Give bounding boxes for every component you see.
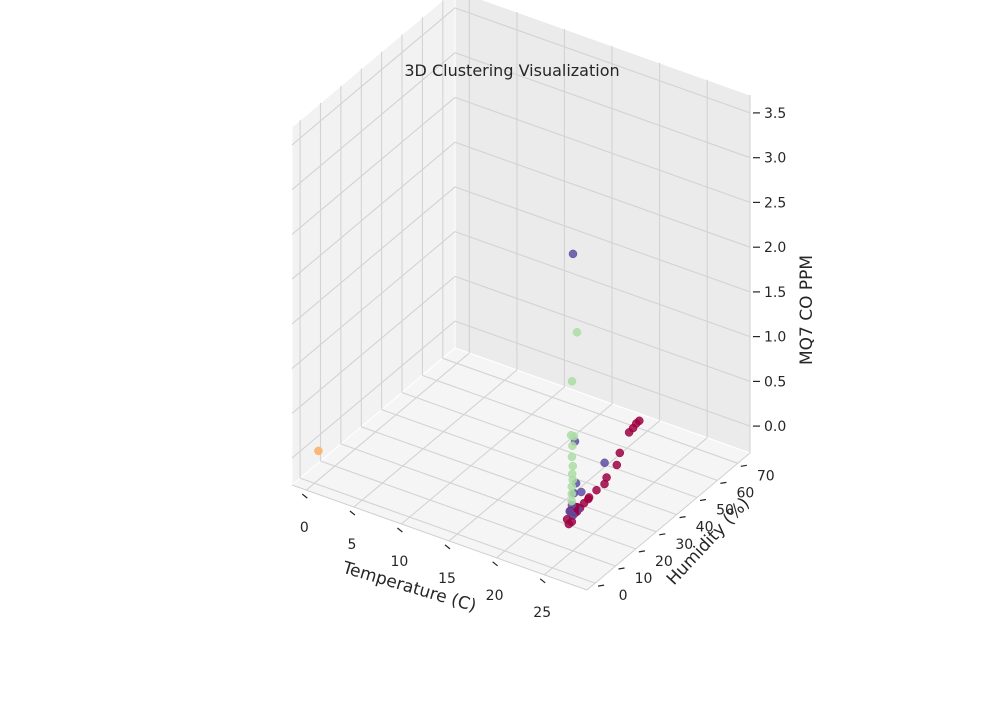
gridline-y-floor bbox=[401, 391, 698, 499]
z-tick-label: 3.5 bbox=[764, 106, 786, 122]
z-tick-label: 3.0 bbox=[764, 151, 786, 167]
gridline-z-left bbox=[291, 275, 456, 414]
gridline-x-floor bbox=[448, 403, 613, 542]
y-tick bbox=[740, 464, 747, 467]
y-axis-line bbox=[586, 452, 751, 591]
y-tick bbox=[720, 481, 727, 484]
gridline-z-back bbox=[454, 52, 751, 159]
tick-marks bbox=[301, 112, 760, 587]
gridline-y-floor bbox=[442, 357, 738, 464]
axes-panes bbox=[291, 0, 751, 591]
gridline-z-left bbox=[291, 96, 456, 235]
data-point-cluster-2 bbox=[567, 452, 577, 462]
data-point-cluster-0 bbox=[624, 428, 634, 437]
data-point-cluster-1 bbox=[568, 249, 578, 259]
gridline-z-back bbox=[454, 96, 751, 203]
gridline-z-back bbox=[454, 7, 751, 114]
x-tick-label: 10 bbox=[390, 554, 408, 570]
gridline-x-floor bbox=[401, 386, 565, 525]
tick-labels: 05101520250102030405060700.00.51.01.52.0… bbox=[300, 106, 786, 621]
x-tick-label: 0 bbox=[300, 520, 309, 536]
gridline-x-floor bbox=[353, 369, 518, 508]
data-point-cluster-1 bbox=[565, 507, 575, 516]
gridline-z-back bbox=[454, 275, 751, 382]
data-point-cluster-0 bbox=[584, 493, 594, 502]
data-point-cluster-2 bbox=[572, 328, 582, 337]
x-tick-label: 15 bbox=[438, 571, 456, 587]
x-axis-label: Temperature (C) bbox=[339, 558, 478, 617]
data-point-cluster-2 bbox=[567, 496, 577, 506]
data-point-cluster-2 bbox=[568, 441, 577, 451]
data-point-cluster-0 bbox=[600, 479, 609, 489]
axis-lines bbox=[291, 95, 751, 591]
gridline-z-left bbox=[291, 52, 456, 191]
x-tick bbox=[444, 544, 451, 550]
z-tick-label: 0.5 bbox=[764, 374, 786, 390]
data-point-cluster-0 bbox=[564, 519, 574, 529]
data-point-cluster-0 bbox=[592, 485, 601, 495]
gridlines bbox=[291, 0, 751, 584]
chart-title: 3D Clustering Visualization bbox=[404, 61, 619, 80]
z-tick-label: 2.5 bbox=[764, 195, 786, 211]
gridline-x-floor bbox=[543, 437, 708, 576]
y-tick-label: 20 bbox=[655, 554, 673, 570]
y-tick bbox=[679, 516, 686, 519]
y-tick bbox=[699, 498, 707, 502]
x-axis-line bbox=[291, 484, 588, 591]
y-tick bbox=[638, 550, 645, 553]
y-tick bbox=[618, 567, 625, 570]
y-tick-label: 60 bbox=[736, 485, 754, 501]
data-point-cluster-0 bbox=[615, 448, 625, 458]
z-axis-label: MQ7 CO PPM bbox=[797, 255, 817, 365]
z-tick-label: 1.5 bbox=[764, 285, 786, 301]
y-tick bbox=[659, 533, 666, 536]
x-tick bbox=[397, 527, 403, 533]
y-tick-label: 30 bbox=[675, 537, 693, 553]
x-tick-label: 25 bbox=[533, 605, 551, 621]
y-tick-label: 0 bbox=[619, 588, 628, 604]
data-point-cluster-2 bbox=[567, 377, 577, 386]
gridline-z-left bbox=[291, 141, 456, 280]
gridline-z-back bbox=[454, 320, 751, 427]
scatter-points bbox=[314, 249, 644, 529]
data-point-cluster-2 bbox=[567, 489, 577, 499]
gridline-z-back bbox=[454, 231, 751, 338]
z-tick-label: 2.0 bbox=[764, 240, 786, 256]
data-point-cluster-0 bbox=[612, 460, 622, 470]
gridline-y-floor bbox=[361, 426, 657, 533]
data-point-cluster-2 bbox=[568, 461, 578, 471]
data-point-cluster-2 bbox=[567, 469, 577, 479]
gridline-z-left bbox=[291, 7, 456, 146]
gridline-y-floor bbox=[422, 374, 718, 481]
y-tick-label: 10 bbox=[635, 571, 653, 587]
data-point-cluster-1 bbox=[600, 458, 609, 468]
data-point-cluster-2 bbox=[566, 430, 576, 440]
data-point-cluster-3 bbox=[314, 446, 323, 456]
gridline-z-left bbox=[291, 320, 456, 459]
y-tick-label: 40 bbox=[696, 520, 714, 536]
gridline-z-left bbox=[291, 186, 456, 325]
x-tick-label: 5 bbox=[347, 537, 356, 553]
gridline-y-floor bbox=[340, 443, 637, 550]
gridline-x-floor bbox=[305, 352, 470, 491]
gridline-z-back bbox=[454, 186, 751, 293]
gridline-y-floor bbox=[381, 409, 677, 516]
data-point-cluster-1 bbox=[577, 487, 586, 497]
x-tick bbox=[539, 578, 546, 584]
y-tick-label: 50 bbox=[716, 503, 734, 519]
y-tick bbox=[598, 584, 605, 587]
y-tick-label: 70 bbox=[757, 468, 775, 484]
gridline-z-back bbox=[454, 141, 751, 248]
gridline-y-floor bbox=[299, 477, 596, 584]
z-tick-label: 1.0 bbox=[764, 330, 786, 346]
gridline-z-left bbox=[291, 231, 456, 370]
x-tick bbox=[301, 493, 308, 499]
x-tick bbox=[349, 510, 356, 516]
gridline-y-floor bbox=[320, 460, 616, 567]
z-tick-label: 0.0 bbox=[764, 419, 786, 435]
x-tick bbox=[492, 561, 498, 567]
x-tick-label: 20 bbox=[486, 588, 504, 604]
